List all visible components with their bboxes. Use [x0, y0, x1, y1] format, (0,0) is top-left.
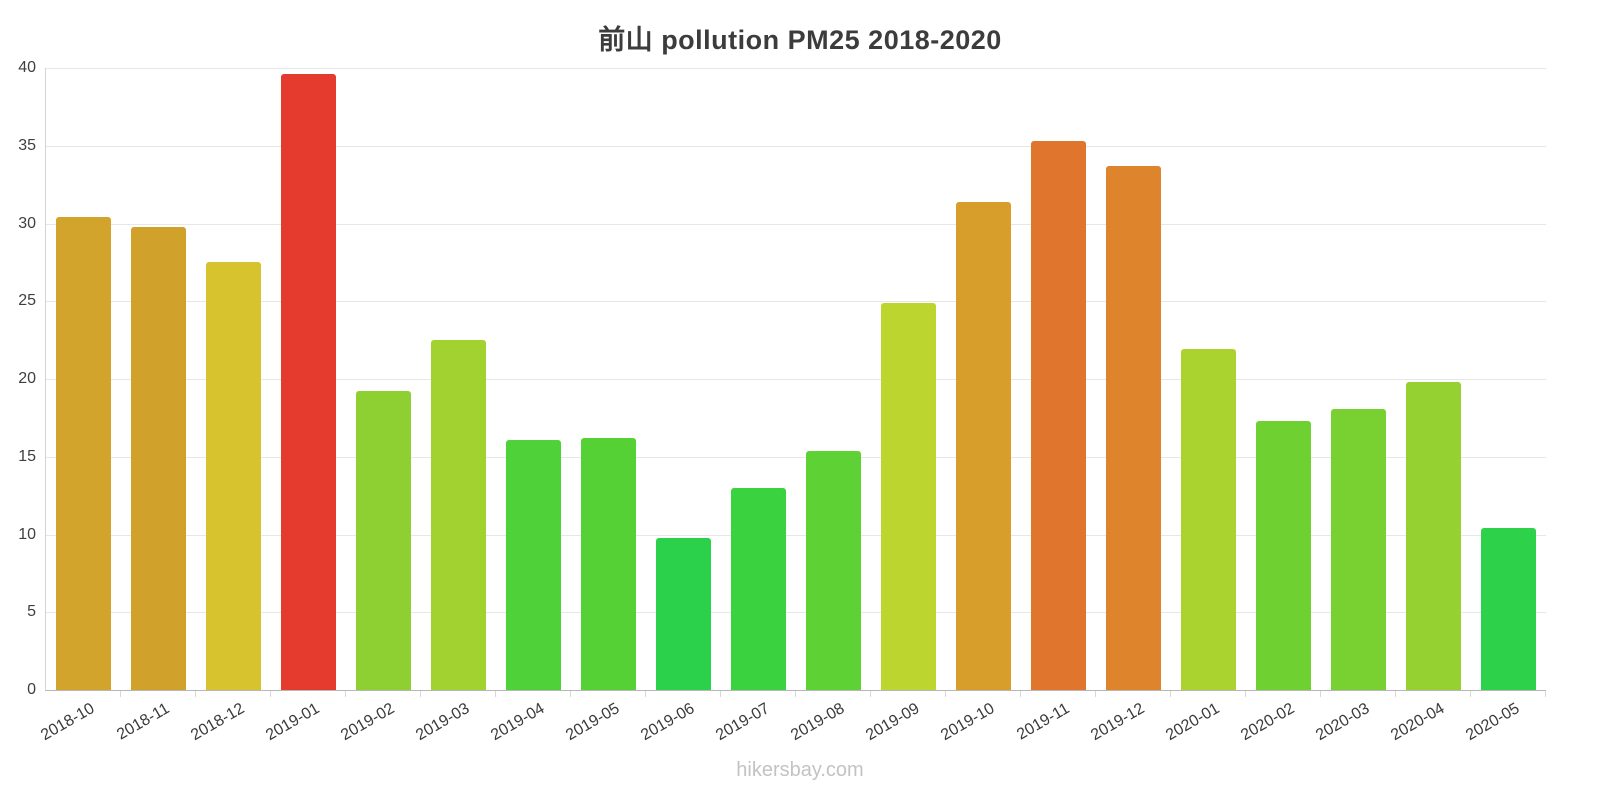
y-axis-tick-label: 5	[27, 603, 36, 621]
plot-area	[45, 68, 1546, 691]
bar-2019-12[interactable]	[1106, 165, 1161, 690]
gridline	[46, 68, 1546, 69]
x-axis-tick	[720, 691, 721, 697]
watermark-text: hikersbay.com	[736, 759, 864, 781]
gridline	[46, 223, 1546, 225]
x-axis-tick	[120, 691, 121, 697]
x-axis-tick	[1095, 691, 1096, 697]
gridline	[46, 301, 1546, 303]
bar-2020-04[interactable]	[1406, 382, 1461, 690]
bar-2019-11[interactable]	[1031, 141, 1086, 690]
y-axis-tick-label: 10	[18, 525, 36, 543]
x-axis-tick	[420, 691, 421, 697]
x-axis-tick	[1245, 691, 1246, 697]
bar-2019-04[interactable]	[506, 439, 561, 690]
bar-2019-06[interactable]	[656, 537, 711, 690]
x-axis-tick	[1545, 691, 1546, 697]
bar-2019-09[interactable]	[881, 302, 936, 690]
y-axis-tick-label: 35	[18, 136, 36, 154]
x-axis-tick	[270, 691, 271, 697]
x-axis-tick	[495, 691, 496, 697]
bar-2018-11[interactable]	[131, 226, 186, 690]
bar-2019-01[interactable]	[281, 74, 336, 690]
bar-2019-03[interactable]	[431, 340, 486, 690]
gridline	[46, 534, 1546, 536]
x-axis-tick	[1470, 691, 1471, 697]
x-axis-tick	[1320, 691, 1321, 697]
x-axis-tick	[1020, 691, 1021, 697]
chart-title: 前山 pollution PM25 2018-2020	[598, 25, 1002, 55]
x-axis-tick	[570, 691, 571, 697]
bar-2020-05[interactable]	[1481, 528, 1536, 690]
gridline	[46, 612, 1546, 614]
bar-2020-03[interactable]	[1331, 408, 1386, 690]
bar-2018-10[interactable]	[56, 217, 111, 690]
bar-2020-01[interactable]	[1181, 349, 1236, 690]
bar-2020-02[interactable]	[1256, 421, 1311, 690]
x-axis-tick	[870, 691, 871, 697]
y-axis-tick-label: 15	[18, 447, 36, 465]
x-axis-tick	[1395, 691, 1396, 697]
x-axis-tick	[945, 691, 946, 697]
gridline	[46, 456, 1546, 458]
bar-2019-07[interactable]	[731, 487, 786, 690]
bar-2019-02[interactable]	[356, 391, 411, 690]
bar-2019-10[interactable]	[956, 201, 1011, 690]
y-axis-tick-label: 30	[18, 214, 36, 232]
y-axis-tick-label: 0	[27, 681, 36, 698]
gridline	[46, 145, 1546, 147]
bar-2019-08[interactable]	[806, 450, 861, 690]
y-axis-tick-label: 20	[18, 370, 36, 387]
x-axis-tick	[345, 691, 346, 697]
y-axis-tick-label: 25	[18, 292, 36, 310]
x-axis-tick	[795, 691, 796, 697]
y-axis-tick-label: 40	[18, 59, 36, 76]
gridline	[46, 379, 1546, 380]
x-axis-tick	[195, 691, 196, 697]
bar-2019-05[interactable]	[581, 438, 636, 690]
bar-2018-12[interactable]	[206, 262, 261, 690]
x-axis-tick	[1170, 691, 1171, 697]
x-axis-tick	[645, 691, 646, 697]
